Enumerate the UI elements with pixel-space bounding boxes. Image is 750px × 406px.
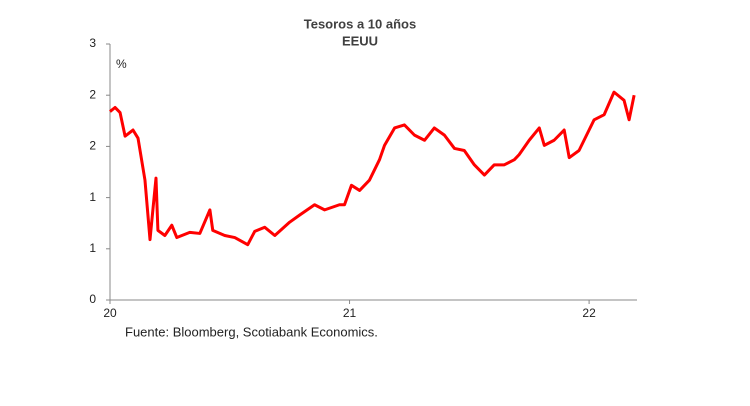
chart-subtitle: EEUU [342, 33, 378, 48]
data-line [109, 90, 636, 247]
x-tick-label: 21 [343, 306, 357, 320]
y-tick-label: 3 [89, 36, 96, 50]
chart-title: Tesoros a 10 años [304, 16, 416, 31]
source-note: Fuente: Bloomberg, Scotiabank Economics. [125, 324, 378, 339]
y-tick-label: 2 [89, 87, 96, 101]
y-tick-label: 0 [89, 292, 96, 306]
y-tick-label: 1 [89, 190, 96, 204]
x-tick-label: 20 [103, 306, 117, 320]
y-tick-label: 2 [89, 139, 96, 153]
y-tick-label: 1 [89, 241, 96, 255]
y-unit: % [116, 57, 127, 71]
x-tick-label: 22 [582, 306, 596, 320]
